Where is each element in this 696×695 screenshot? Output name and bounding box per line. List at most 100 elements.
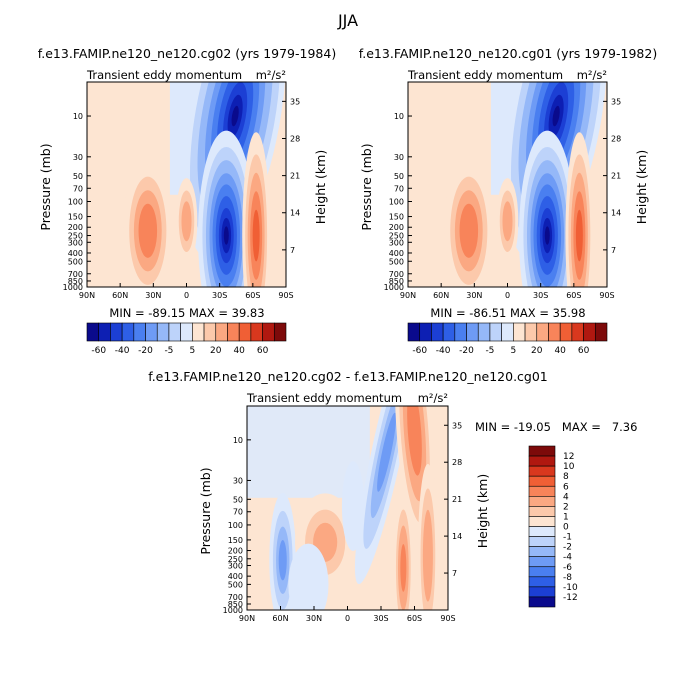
colorbar-swatch (528, 536, 556, 547)
colorbar-label: -20 (459, 346, 474, 356)
colorbar-swatch (407, 322, 421, 342)
contour-level (575, 209, 583, 262)
y-tick-label: 1000 (223, 606, 243, 615)
colorbar-swatch (536, 322, 549, 342)
colorbar-swatch (528, 465, 556, 477)
y-tick-label: 700 (68, 270, 83, 279)
y-tick-label: 500 (68, 257, 83, 266)
colorbar-swatch (442, 322, 456, 342)
y-right-tick-label: 14 (611, 209, 621, 218)
panel-cg02: f.e13.FAMIP.ne120_ne120.cg02 (yrs 1979-1… (38, 46, 336, 320)
colorbar-swatch (528, 586, 556, 598)
colorbar-label: 5 (510, 346, 516, 356)
colorbar-label: -40 (436, 346, 451, 356)
panel-cg01: f.e13.FAMIP.ne120_ne120.cg01 (yrs 1979-1… (359, 46, 657, 320)
y-right-tick-label: 35 (611, 97, 621, 106)
colorbar-label: -12 (563, 593, 578, 603)
y-tick-label: 70 (394, 184, 404, 193)
y-tick-label: 400 (389, 249, 404, 258)
colorbar-swatch (528, 566, 556, 578)
min-max-stats: MIN = -86.51 MAX = 35.98 (430, 306, 585, 320)
y-tick-label: 300 (68, 238, 83, 247)
colorbar-label: 40 (233, 346, 245, 356)
y-tick-label: 150 (68, 213, 83, 222)
y-right-tick-label: 28 (452, 458, 462, 467)
y-right-tick-label: 7 (452, 569, 457, 578)
panel-title: f.e13.FAMIP.ne120_ne120.cg01 (yrs 1979-1… (359, 46, 657, 61)
colorbar-swatch (145, 322, 158, 342)
colorbar-label: 5 (189, 346, 195, 356)
y-right-tick-label: 21 (611, 172, 621, 181)
colorbar-swatch (262, 322, 275, 342)
contour-level (181, 201, 192, 242)
colorbar-swatch (528, 546, 556, 557)
colorbar-label: -5 (164, 346, 173, 356)
colorbar-label: 8 (563, 472, 569, 482)
colorbar-swatch (215, 322, 228, 342)
colorbar-label: 4 (563, 492, 569, 502)
y-right-tick-label: 28 (611, 134, 621, 143)
contour-level (231, 105, 239, 127)
colorbar-swatch (559, 322, 573, 342)
panel-title: f.e13.FAMIP.ne120_ne120.cg02 (yrs 1979-1… (38, 46, 336, 61)
y-tick-label: 150 (389, 213, 404, 222)
x-tick-label: 0 (505, 291, 510, 300)
colorbar-label: 6 (563, 482, 569, 492)
colorbar-swatch (250, 322, 263, 342)
x-tick-label: 0 (184, 291, 189, 300)
y-tick-label: 100 (389, 198, 404, 207)
colorbar-swatch (180, 322, 193, 342)
x-tick-label: 60N (433, 291, 449, 300)
colorbar-label: 20 (210, 346, 222, 356)
colorbar-cg01: -60 -40 -20 -5 5 20 40 60 (407, 322, 608, 356)
y-tick-label: 200 (389, 223, 404, 232)
colorbar-cg02: -60 -40 -20 -5 5 20 40 60 (86, 322, 287, 356)
colorbar-swatch (133, 322, 146, 342)
y-tick-label: 50 (73, 172, 83, 181)
y-right-tick-label: 7 (290, 246, 295, 255)
colorbar-label: 12 (563, 452, 574, 462)
y-tick-label: 400 (228, 572, 243, 581)
y-axis-label: Pressure (mb) (38, 143, 53, 230)
field-layers (87, 82, 286, 287)
x-tick-label: 90S (440, 614, 455, 623)
y-right-tick-label: 35 (290, 97, 300, 106)
min-max-stats: MIN = -89.15 MAX = 39.83 (109, 306, 264, 320)
colorbar-swatch (528, 455, 556, 467)
axes: 90N 60N 30N 0 30S 60S 90S103050701001502002503… (63, 81, 300, 300)
colorbar-swatch (513, 322, 526, 342)
colorbar-swatch (528, 475, 556, 487)
x-tick-label: 90N (79, 291, 95, 300)
contour-level (502, 201, 513, 242)
colorbar-label: -6 (563, 563, 572, 573)
field-layers (247, 406, 448, 610)
y-tick-label: 50 (394, 172, 404, 181)
colorbar-swatch (203, 322, 217, 342)
colorbar-swatch (548, 322, 561, 342)
x-tick-label: 60S (245, 291, 260, 300)
y-tick-label: 700 (389, 270, 404, 279)
colorbar-swatch (528, 485, 556, 497)
colorbar-label: -2 (563, 543, 572, 553)
colorbar-swatch (156, 322, 170, 342)
y-tick-label: 850 (389, 277, 404, 286)
field-layers (408, 82, 607, 287)
y-tick-label: 1000 (384, 283, 404, 292)
colorbar-label: 60 (578, 346, 590, 356)
y-tick-label: 30 (73, 153, 83, 162)
x-tick-label: 30S (212, 291, 227, 300)
contour-level (422, 509, 433, 602)
colorbar-swatch (583, 322, 596, 342)
x-tick-label: 30N (145, 291, 161, 300)
y-tick-label: 150 (228, 536, 243, 545)
panel-units: m²/s² (577, 68, 607, 82)
y-tick-label: 500 (389, 257, 404, 266)
x-tick-label: 90N (400, 291, 416, 300)
colorbar-swatch (192, 322, 205, 342)
panel-variable: Transient eddy momentum (246, 391, 402, 405)
panel-units: m²/s² (256, 68, 286, 82)
colorbar-swatch (489, 322, 502, 342)
colorbar-swatch (168, 322, 181, 342)
